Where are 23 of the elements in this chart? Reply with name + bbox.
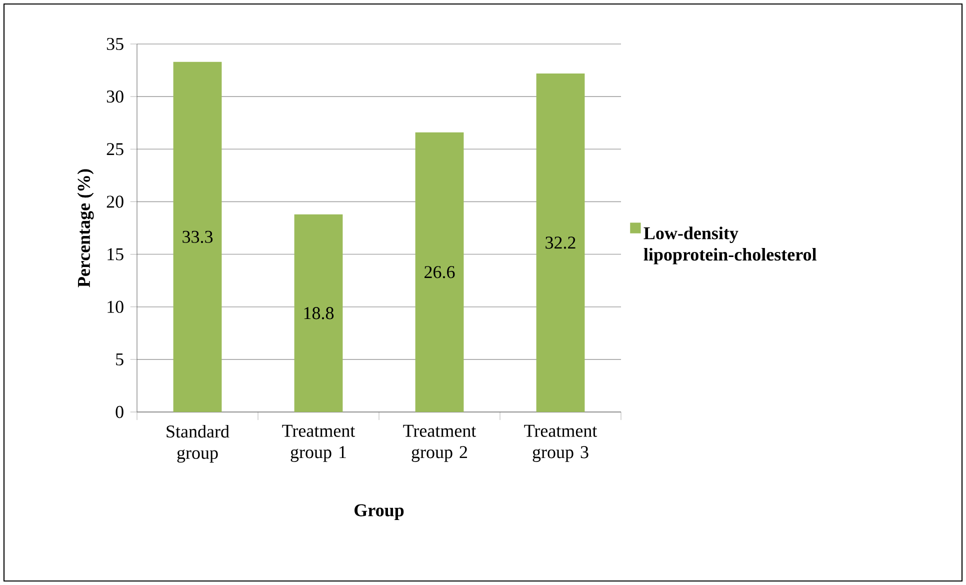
bar	[173, 62, 222, 412]
y-tick-label: 35	[106, 38, 124, 50]
bar	[415, 132, 464, 412]
x-tick-label: Standard group	[166, 424, 230, 463]
data-label: 33.3	[182, 230, 213, 244]
legend-label: Low-density lipoprotein-cholesterol	[644, 226, 816, 264]
x-tick-label: Treatment group 3	[524, 424, 598, 462]
y-tick-label: 20	[106, 196, 124, 208]
bar	[536, 73, 585, 412]
y-tick-label: 25	[106, 143, 124, 156]
x-axis-title: Group	[354, 504, 404, 520]
y-tick-label: 15	[108, 248, 124, 260]
y-tick-label: 30	[106, 90, 124, 103]
data-label: 26.6	[424, 266, 455, 278]
data-label: 32.2	[546, 236, 576, 249]
bar	[294, 214, 343, 412]
y-tick-label: 0	[116, 406, 124, 418]
y-axis-title: Percentage (%)	[77, 169, 94, 288]
x-tick-label: Treatment group 1	[282, 424, 356, 462]
x-tick-label: Treatment group 2	[403, 424, 476, 462]
y-tick-label: 10	[108, 300, 124, 313]
y-tick-label: 5	[116, 353, 124, 366]
data-label: 18.8	[304, 307, 334, 320]
